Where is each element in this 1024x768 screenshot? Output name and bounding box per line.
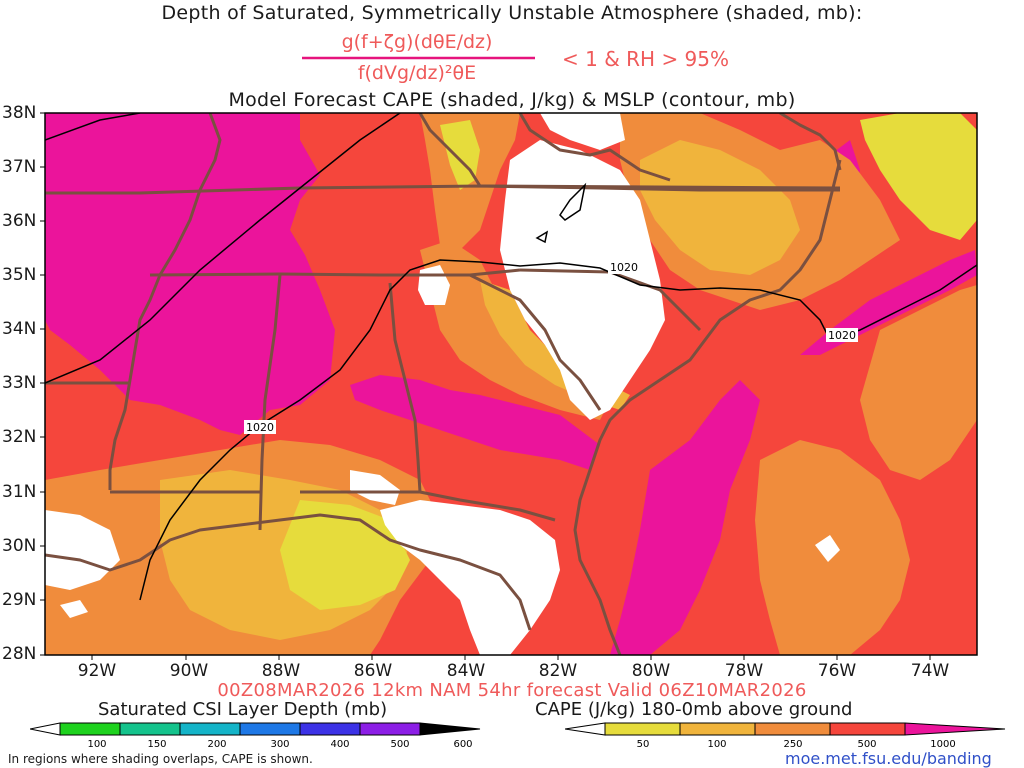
- cape-tick-1000: 1000: [930, 739, 955, 750]
- cape-50-gulf: [280, 500, 410, 610]
- lat-label-31n: 31N: [2, 482, 37, 502]
- lon-label-74w: 74W: [910, 661, 950, 681]
- cape-tick-50: 50: [637, 739, 650, 750]
- cape-100-nc: [640, 140, 800, 275]
- lon-label-92w: 92W: [77, 661, 117, 681]
- isobar-label-text-2: 1020: [246, 421, 274, 434]
- cape-none-fl: [380, 500, 560, 655]
- cape-none-n: [540, 113, 625, 150]
- lon-label-80w: 80W: [631, 661, 671, 681]
- formula-denominator: f(dVg/dz)²θE: [358, 62, 476, 84]
- lat-label-28n: 28N: [2, 644, 37, 664]
- cape-none-gulfw: [60, 600, 88, 618]
- isobar-label-2: 1020: [244, 420, 276, 434]
- lat-label-35n: 35N: [2, 265, 37, 285]
- csi-tick-500: 500: [390, 739, 409, 750]
- cape-none-east: [500, 140, 665, 420]
- lat-label-38n: 38N: [2, 103, 37, 123]
- lat-label-29n: 29N: [2, 590, 37, 610]
- cape-none-ga: [350, 470, 400, 505]
- cape-1000-offshore: [610, 380, 760, 655]
- csi-tick-150: 150: [147, 739, 166, 750]
- cape-legend-title: CAPE (J/kg) 180-0mb above ground: [535, 699, 853, 720]
- cape-tick-500: 500: [857, 739, 876, 750]
- lon-label-84w: 84W: [446, 661, 486, 681]
- lat-label-37n: 37N: [2, 157, 37, 177]
- cape-none-sea: [815, 535, 840, 562]
- isobar-label-3: 1020: [826, 328, 858, 342]
- cape-250-e: [860, 285, 977, 480]
- formula-condition: < 1 & RH > 95%: [562, 47, 729, 71]
- lat-label-34n: 34N: [2, 319, 37, 339]
- title-line-1: Depth of Saturated, Symmetrically Unstab…: [161, 2, 863, 24]
- map-frame: [44, 112, 978, 656]
- valid-time-line: 00Z08MAR2026 12km NAM 54hr forecast Vali…: [217, 680, 807, 701]
- csi-tick-400: 400: [330, 739, 349, 750]
- title-line-3: Model Forecast CAPE (shaded, J/kg) & MSL…: [228, 89, 796, 111]
- isobar-label-text-1: 1020: [610, 261, 638, 274]
- csi-legend-title: Saturated CSI Layer Depth (mb): [98, 699, 388, 720]
- cape-colorbar: 50 100 250 500 1000: [565, 722, 1006, 750]
- csi-tick-300: 300: [270, 739, 289, 750]
- csi-tick-600: 600: [453, 739, 472, 750]
- cape-50-ne: [860, 113, 977, 240]
- footnote: In regions where shading overlaps, CAPE …: [8, 752, 313, 766]
- cape-tick-100: 100: [707, 739, 726, 750]
- cape-none-la: [45, 510, 120, 590]
- formula-numerator: g(f+ζg)(dθE/dz): [342, 31, 493, 53]
- isobar-label-text-3: 1020: [828, 329, 856, 342]
- lon-label-86w: 86W: [353, 661, 393, 681]
- lon-label-78w: 78W: [724, 661, 764, 681]
- lon-label-82w: 82W: [538, 661, 578, 681]
- isobar-label-1: 1020: [608, 260, 640, 274]
- csi-tick-100: 100: [87, 739, 106, 750]
- axis-ticks: [40, 112, 931, 660]
- formula: g(f+ζg)(dθE/dz) f(dVg/dz)²θE < 1 & RH > …: [302, 31, 729, 84]
- lon-label-76w: 76W: [817, 661, 857, 681]
- csi-colorbar: 100 150 200 300 400 500 600: [30, 722, 481, 750]
- cape-1000-sc: [350, 375, 600, 470]
- source-url-link[interactable]: moe.met.fsu.edu/banding: [785, 749, 992, 768]
- lat-label-32n: 32N: [2, 427, 37, 447]
- lon-label-88w: 88W: [261, 661, 301, 681]
- lat-label-33n: 33N: [2, 373, 37, 393]
- lon-label-90w: 90W: [169, 661, 209, 681]
- lat-label-30n: 30N: [2, 536, 37, 556]
- csi-tick-200: 200: [207, 739, 226, 750]
- state-borders: [45, 113, 842, 655]
- cape-tick-250: 250: [783, 739, 802, 750]
- lat-label-36n: 36N: [2, 211, 37, 231]
